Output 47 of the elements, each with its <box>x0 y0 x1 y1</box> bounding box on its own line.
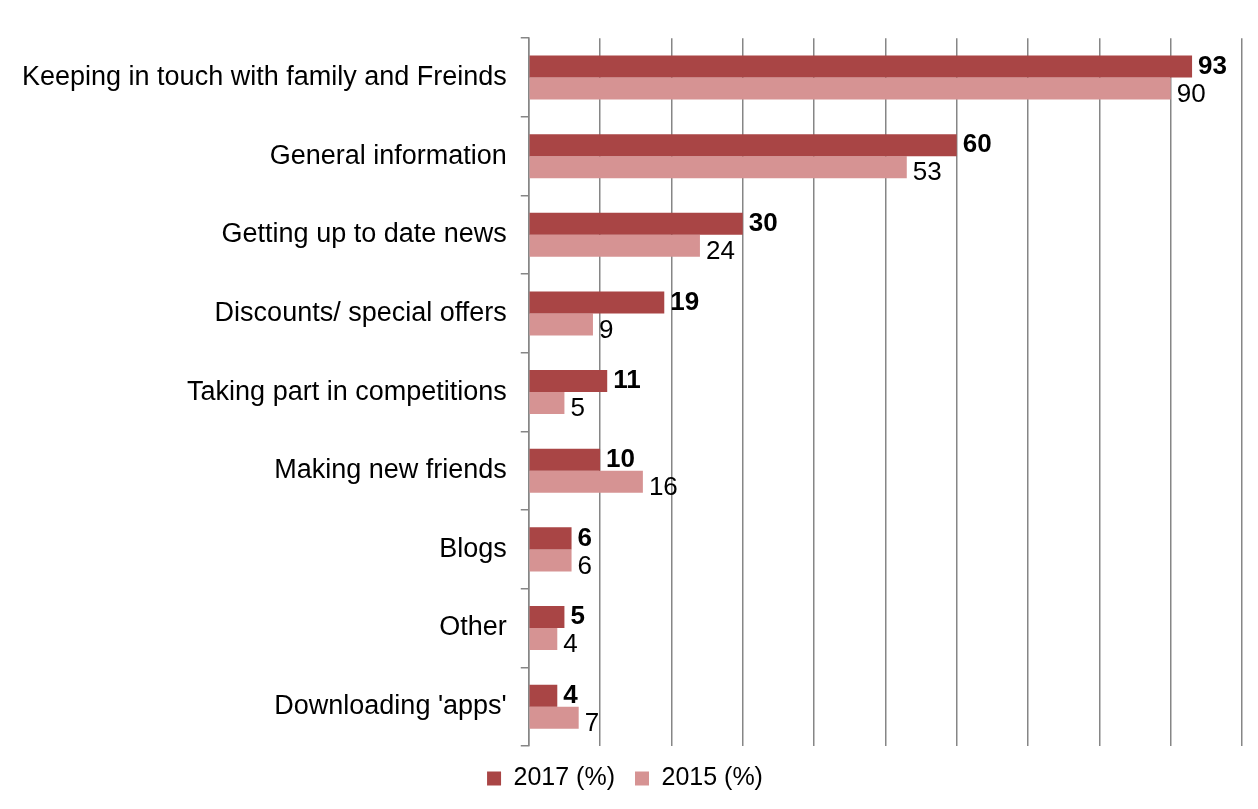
bar <box>529 313 593 336</box>
y-tick-label: Getting up to date news <box>221 218 507 249</box>
bar <box>529 234 700 257</box>
y-tick-label: General information <box>269 139 507 170</box>
data-label: 5 <box>570 600 585 631</box>
bar <box>529 606 565 629</box>
data-label: 4 <box>563 678 579 709</box>
y-tick-label: Discounts/ special offers <box>214 296 507 327</box>
y-tick-label: Making new friends <box>274 454 507 485</box>
data-label: 30 <box>748 206 778 237</box>
bar <box>529 549 572 572</box>
data-label: 4 <box>563 628 578 659</box>
bar <box>529 55 1193 78</box>
bar <box>529 470 643 493</box>
bar <box>529 156 907 179</box>
data-label: 5 <box>570 392 585 423</box>
bar <box>529 527 572 550</box>
y-tick-label: Other <box>439 611 507 642</box>
bar <box>529 134 957 157</box>
bar <box>529 212 743 235</box>
data-label: 16 <box>648 470 678 501</box>
data-label: 11 <box>613 364 641 395</box>
y-tick-label: Downloading 'apps' <box>274 690 507 721</box>
bar <box>529 392 565 415</box>
bar <box>529 77 1171 100</box>
data-label: 90 <box>1176 77 1206 108</box>
bar <box>529 684 558 707</box>
data-label: 10 <box>606 442 636 473</box>
legend-label: 2017 (%) <box>513 762 616 791</box>
data-label: 53 <box>912 156 942 187</box>
legend-label: 2015 (%) <box>661 762 763 791</box>
bar <box>529 291 665 314</box>
data-label: 6 <box>577 549 593 580</box>
data-label: 60 <box>962 128 992 159</box>
y-tick-label: Blogs <box>439 532 507 563</box>
data-label: 93 <box>1198 49 1227 80</box>
data-label: 9 <box>598 313 614 344</box>
data-label: 6 <box>577 521 593 552</box>
data-label: 7 <box>584 706 600 737</box>
bar <box>529 706 579 729</box>
y-tick-label: Taking part in competitions <box>187 375 507 406</box>
data-label: 24 <box>705 234 735 265</box>
bar <box>529 628 558 651</box>
bar <box>529 370 608 393</box>
data-label: 19 <box>670 285 700 316</box>
bar <box>529 448 601 471</box>
y-tick-label: Keeping in touch with family and Freinds <box>22 60 507 91</box>
